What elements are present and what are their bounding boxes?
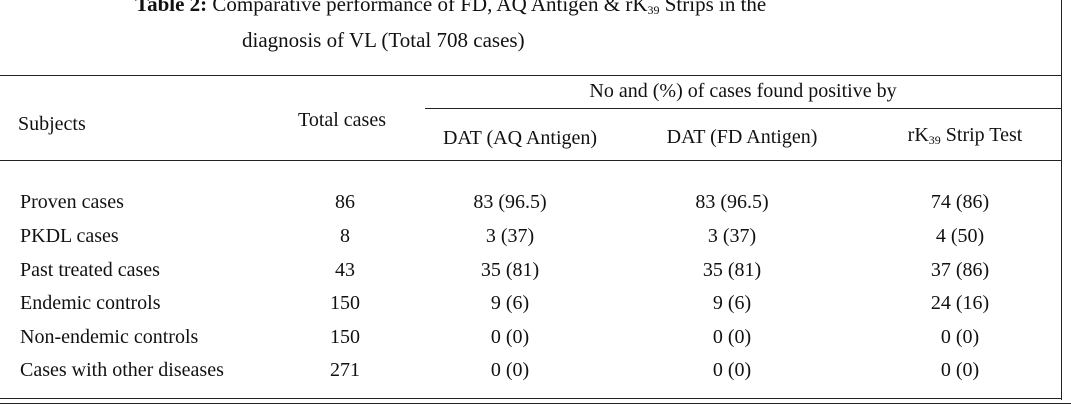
cell: 0 (0): [940, 326, 980, 348]
row-label: Non-endemic controls: [20, 326, 199, 348]
column-header: DAT (FD Antigen): [666, 126, 818, 148]
title-sub: 39: [647, 3, 660, 17]
header-text: Strip Test: [940, 124, 1023, 146]
cell: 43: [335, 259, 355, 281]
cell: 0 (0): [490, 359, 530, 381]
group-header: No and (%) of cases found positive by: [589, 80, 897, 102]
row-label: Proven cases: [20, 191, 124, 213]
title-text: Strips in the: [659, 0, 767, 16]
row-label: PKDL cases: [20, 225, 119, 247]
cell: 4 (50): [935, 225, 985, 247]
cell: 83 (96.5): [695, 191, 769, 213]
cell: 0 (0): [940, 359, 980, 381]
cell: 150: [330, 326, 360, 348]
cell: 3 (37): [707, 225, 757, 247]
cell: 271: [330, 359, 360, 381]
cell: 37 (86): [930, 259, 990, 281]
rule: [0, 403, 1071, 404]
cell: 83 (96.5): [473, 191, 547, 213]
cell: 35 (81): [702, 259, 762, 281]
title-label: Table 2:: [135, 0, 208, 16]
cell: 9 (6): [712, 292, 752, 314]
row-label: Endemic controls: [20, 292, 161, 314]
row-label: Past treated cases: [20, 259, 160, 281]
cell: 0 (0): [490, 326, 530, 348]
cell: 35 (81): [480, 259, 540, 281]
table-title: diagnosis of VL (Total 708 cases): [242, 28, 525, 52]
header-sub: 39: [928, 133, 941, 147]
title-text: Comparative performance of FD, AQ Antige…: [212, 0, 648, 16]
rule: [0, 75, 1062, 76]
column-header: DAT (AQ Antigen): [442, 127, 598, 149]
cell: 0 (0): [712, 326, 752, 348]
table-title: Table 2: Comparative performance of FD, …: [135, 0, 766, 16]
rule: [425, 108, 1062, 109]
cell: 8: [340, 225, 350, 247]
cell: 150: [330, 292, 360, 314]
cell: 0 (0): [712, 359, 752, 381]
rule: [0, 398, 1062, 399]
cell: 9 (6): [490, 292, 530, 314]
header-text: rK: [907, 124, 929, 146]
row-label: Cases with other diseases: [20, 359, 224, 381]
rule: [0, 160, 1062, 161]
cell: 86: [335, 191, 355, 213]
border: [1061, 0, 1062, 400]
cell: 24 (16): [930, 292, 990, 314]
column-header: Subjects: [18, 113, 86, 135]
column-header: Total cases: [297, 109, 387, 131]
cell: 74 (86): [930, 191, 990, 213]
cell: 3 (37): [485, 225, 535, 247]
column-header: rK39 Strip Test: [908, 125, 1023, 146]
